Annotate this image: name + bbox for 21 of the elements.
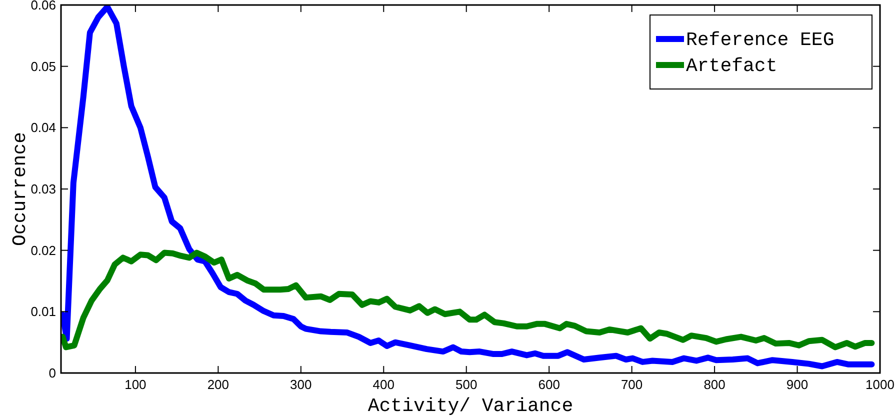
- x-axis-title: Activity/ Variance: [368, 395, 574, 417]
- x-tick-label: 200: [207, 377, 230, 392]
- legend-label: Reference EEG: [686, 29, 834, 51]
- x-tick-label: 100: [124, 377, 146, 392]
- y-tick-label: 0.01: [30, 304, 56, 320]
- legend-label: Artefact: [686, 55, 778, 77]
- x-tick-label: 600: [538, 377, 560, 392]
- x-tick-label: 1000: [866, 377, 894, 392]
- x-tick-label: 500: [456, 377, 478, 392]
- x-tick-label: 300: [290, 377, 312, 392]
- y-tick-label: 0.05: [30, 58, 56, 74]
- y-axis-title: Occurrence: [9, 132, 31, 246]
- y-tick-label: 0.06: [30, 0, 56, 12]
- y-tick-label: 0.04: [30, 120, 56, 136]
- y-tick-label: 0.02: [30, 242, 56, 258]
- x-tick-label: 400: [372, 377, 394, 392]
- y-tick-label: 0.03: [30, 182, 56, 196]
- x-tick-label: 800: [704, 377, 726, 392]
- x-tick-label: 900: [786, 377, 808, 392]
- y-tick-label: 0: [48, 366, 56, 380]
- x-tick-label: 700: [620, 377, 643, 392]
